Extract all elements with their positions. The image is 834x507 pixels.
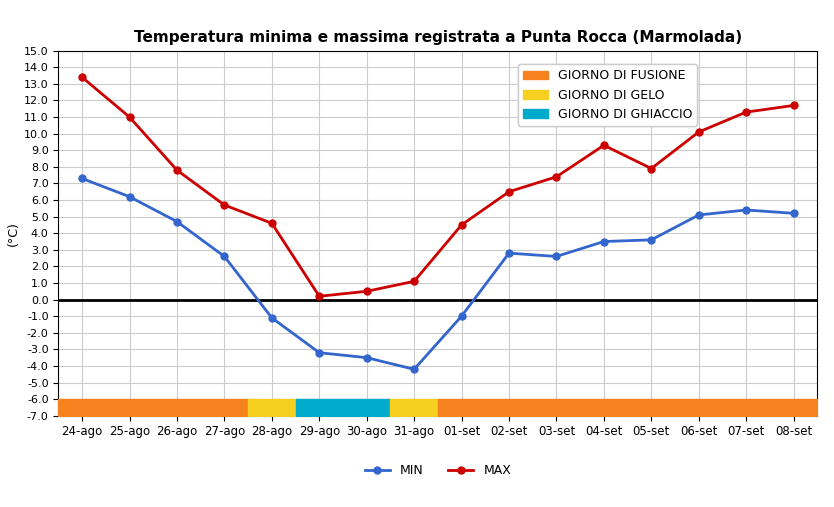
MAX <box>409 278 420 284</box>
MIN <box>267 315 277 321</box>
MIN <box>741 207 751 213</box>
MAX <box>694 129 704 135</box>
Line: MIN: MIN <box>78 175 797 373</box>
MIN <box>504 250 514 256</box>
MAX <box>267 220 277 226</box>
MAX <box>172 167 182 173</box>
MIN <box>219 254 229 260</box>
MIN <box>124 194 134 200</box>
MIN <box>694 212 704 218</box>
MIN <box>599 238 609 244</box>
MAX <box>551 174 561 180</box>
MAX <box>77 74 87 80</box>
MAX <box>741 109 751 115</box>
MAX <box>646 165 656 171</box>
MIN <box>409 366 420 372</box>
MIN <box>789 210 799 216</box>
MIN <box>646 237 656 243</box>
MAX <box>504 189 514 195</box>
MAX <box>456 222 466 228</box>
MIN <box>456 313 466 319</box>
MAX <box>599 142 609 149</box>
Text: Fig. 1 – Andamento delle temperature minime e massime sulla Marmolada a 3250 met: Fig. 1 – Andamento delle temperature min… <box>0 479 834 492</box>
MAX <box>789 102 799 108</box>
MIN <box>77 175 87 182</box>
MAX <box>124 114 134 120</box>
Title: Temperatura minima e massima registrata a Punta Rocca (Marmolada): Temperatura minima e massima registrata … <box>133 30 742 45</box>
Legend: GIORNO DI FUSIONE, GIORNO DI GELO, GIORNO DI GHIACCIO: GIORNO DI FUSIONE, GIORNO DI GELO, GIORN… <box>518 64 697 126</box>
Y-axis label: (°C): (°C) <box>7 221 20 246</box>
MIN <box>314 350 324 356</box>
Line: MAX: MAX <box>78 74 797 300</box>
MAX <box>314 293 324 299</box>
MIN <box>551 254 561 260</box>
MAX <box>219 202 229 208</box>
MAX <box>362 288 372 295</box>
MIN <box>172 219 182 225</box>
MIN <box>362 354 372 360</box>
